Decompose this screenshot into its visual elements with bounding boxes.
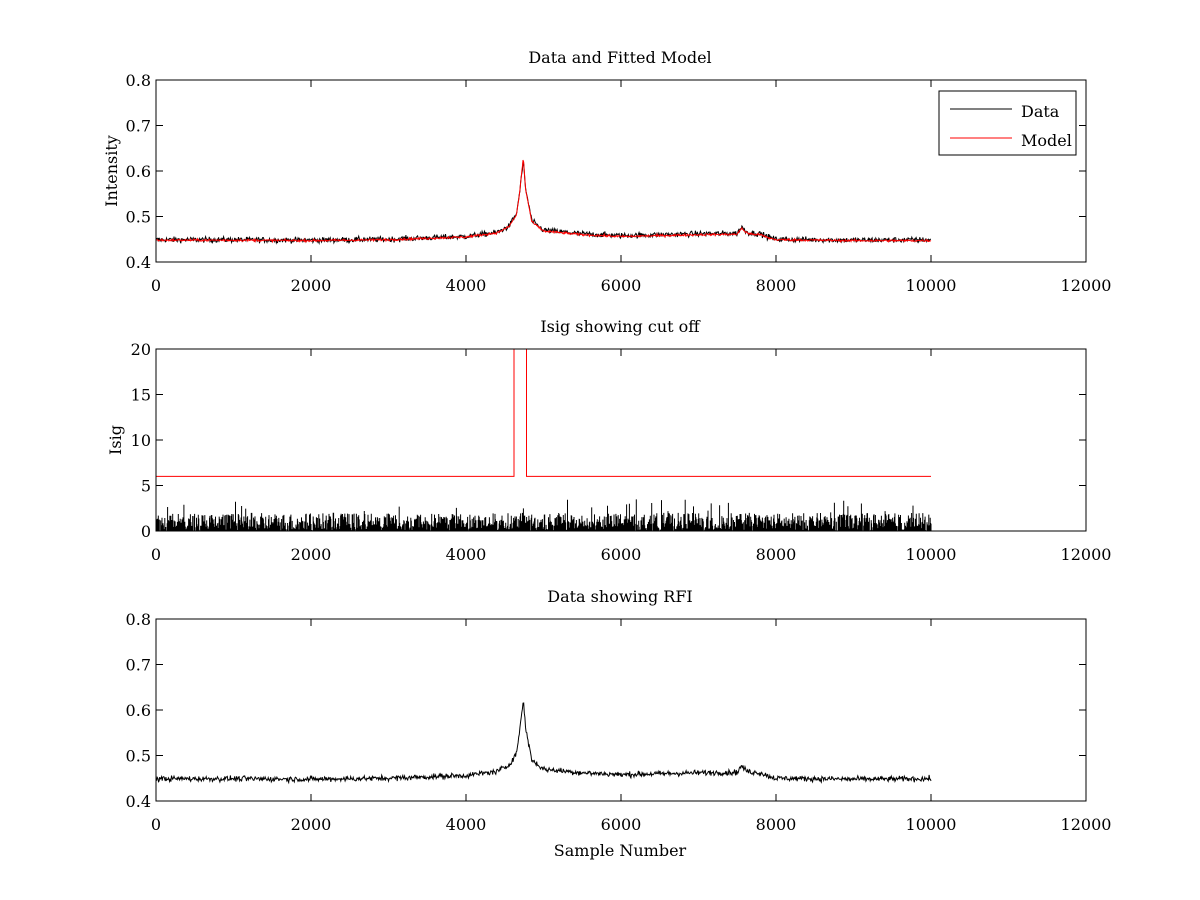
- legend-box: [938, 90, 1077, 156]
- y-tick-label: 0.6: [126, 701, 151, 720]
- y-tick-label: 5: [141, 477, 151, 496]
- y-tick-label: 10: [131, 431, 151, 450]
- y-tick-label: 0.4: [126, 253, 151, 272]
- x-tick-label: 4000: [446, 815, 487, 834]
- legend-entry-model: Model: [1021, 131, 1072, 150]
- panel-data-and-fitted-model: Data and Fitted Model Intensity 0 2000 400…: [102, 48, 1111, 295]
- y-tick-label: 0.7: [126, 117, 151, 136]
- chart-title: Isig showing cut off: [540, 317, 701, 336]
- x-tick-label: 12000: [1061, 276, 1112, 295]
- series-group: [155, 159, 932, 246]
- x-tick-label: 12000: [1061, 815, 1112, 834]
- y-tick-label: 20: [131, 340, 151, 359]
- x-tick-label: 0: [151, 276, 161, 295]
- x-tick-label: 6000: [601, 276, 642, 295]
- x-tick-label: 2000: [291, 815, 332, 834]
- tick-group: 0 2000 4000 6000 8000 10000 12000 0.4 0.5 0.6 0.7 0…: [126, 610, 1112, 834]
- y-tick-label: 0: [141, 522, 151, 541]
- x-tick-label: 2000: [291, 545, 332, 564]
- y-tick-label: 0.8: [126, 71, 151, 90]
- x-tick-label: 6000: [601, 545, 642, 564]
- chart-title: Data showing RFI: [547, 587, 692, 606]
- y-tick-label: 0.4: [126, 792, 151, 811]
- x-tick-label: 6000: [601, 815, 642, 834]
- x-tick-label: 8000: [756, 815, 797, 834]
- x-tick-label: 8000: [756, 545, 797, 564]
- y-tick-label: 15: [131, 386, 151, 405]
- y-tick-label: 0.5: [126, 208, 151, 227]
- y-axis-label: Intensity: [102, 135, 121, 207]
- chart-title: Data and Fitted Model: [528, 48, 711, 67]
- plot-frame: [155, 348, 1087, 532]
- x-tick-label: 0: [151, 815, 161, 834]
- tick-group: 0 2000 4000 6000 8000 10000 12000 0.4 0.5 0.6 0.7 0…: [126, 71, 1112, 295]
- x-tick-label: 10000: [906, 276, 957, 295]
- y-tick-label: 0.8: [126, 610, 151, 629]
- x-tick-label: 4000: [446, 276, 487, 295]
- x-tick-label: 2000: [291, 276, 332, 295]
- x-tick-label: 10000: [906, 815, 957, 834]
- x-tick-label: 12000: [1061, 545, 1112, 564]
- plot-frame: [155, 79, 1087, 263]
- series-line-model: [155, 159, 932, 244]
- panel-isig-showing-cut-off: Isig showing cut off Isig 0 2000 4000 6000 8…: [106, 317, 1111, 564]
- y-tick-label: 0.6: [126, 162, 151, 181]
- panel-data-showing-rfi: Data showing RFI Sample Number 0 2000 4000…: [126, 587, 1112, 860]
- y-tick-label: 0.5: [126, 747, 151, 766]
- x-tick-label: 0: [151, 545, 161, 564]
- y-axis-label: Isig: [106, 425, 125, 455]
- y-tick-label: 0.7: [126, 656, 151, 675]
- legend-entry-data: Data: [1021, 102, 1060, 121]
- tick-group: 0 2000 4000 6000 8000 10000 12000 0 5 10 15 20: [131, 340, 1112, 564]
- x-tick-label: 8000: [756, 276, 797, 295]
- x-tick-label: 4000: [446, 545, 487, 564]
- x-tick-label: 10000: [906, 545, 957, 564]
- plot-frame: [155, 618, 1087, 802]
- legend: Data Model: [938, 90, 1077, 156]
- x-axis-label: Sample Number: [554, 841, 687, 860]
- series-group: [155, 702, 932, 785]
- series-line-data: [155, 702, 932, 785]
